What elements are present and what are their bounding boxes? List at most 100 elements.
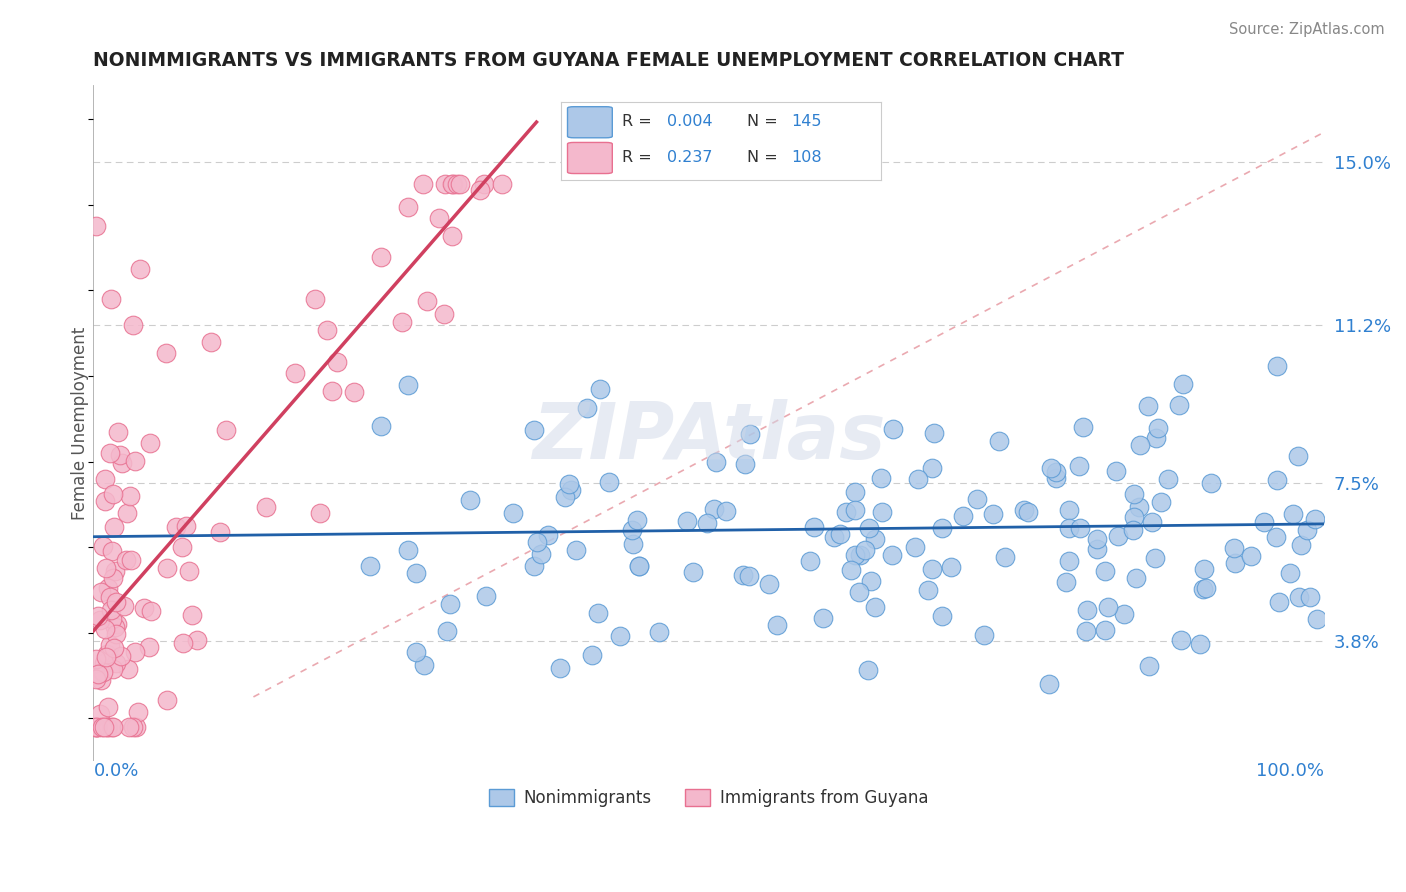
Point [156, 693, 179, 707]
Point [181, 607, 204, 622]
Point [841, 563, 863, 577]
Point [1122, 523, 1144, 537]
Point [621, 537, 644, 551]
Point [97, 581, 120, 595]
Point [94, 472, 117, 486]
Point [124, 645, 146, 659]
Point [326, 355, 349, 369]
Point [941, 560, 963, 574]
Point [321, 384, 343, 399]
Point [433, 307, 456, 321]
Point [586, 606, 609, 620]
Point [132, 601, 155, 615]
Point [101, 662, 124, 676]
Point [98, 639, 121, 653]
Point [304, 292, 326, 306]
Point [1199, 475, 1222, 490]
Point [1156, 472, 1178, 486]
Point [98, 590, 121, 604]
Point [112, 599, 135, 613]
Point [449, 177, 471, 191]
Point [1223, 541, 1246, 555]
Point [598, 475, 620, 489]
Point [548, 661, 571, 675]
Point [1137, 658, 1160, 673]
Point [1040, 461, 1063, 475]
Point [105, 627, 128, 641]
Point [1097, 600, 1119, 615]
Point [1123, 487, 1146, 501]
Point [103, 641, 125, 656]
Point [1038, 677, 1060, 691]
Text: ZIPAtlas: ZIPAtlas [531, 399, 886, 475]
Point [1268, 595, 1291, 609]
Point [1192, 582, 1215, 597]
Point [396, 543, 419, 558]
Point [870, 505, 893, 519]
Point [1057, 554, 1080, 568]
Point [391, 315, 413, 329]
Point [882, 549, 904, 563]
Point [1223, 556, 1246, 570]
Point [849, 548, 872, 562]
Point [1128, 500, 1150, 514]
Point [523, 423, 546, 437]
Point [254, 500, 277, 514]
Point [117, 506, 139, 520]
Point [987, 434, 1010, 449]
Point [101, 487, 124, 501]
Point [576, 401, 599, 415]
Point [931, 609, 953, 624]
Point [609, 628, 631, 642]
Point [523, 559, 546, 574]
Point [107, 425, 129, 440]
Point [475, 590, 498, 604]
Point [973, 627, 995, 641]
Point [436, 624, 458, 638]
Point [1144, 431, 1167, 445]
Point [94, 494, 117, 508]
Point [316, 322, 339, 336]
Point [848, 584, 870, 599]
Point [468, 183, 491, 197]
Point [396, 377, 419, 392]
Point [589, 382, 612, 396]
Point [560, 483, 582, 497]
Point [931, 521, 953, 535]
Point [86, 720, 108, 734]
Point [87, 609, 110, 624]
Point [1291, 538, 1313, 552]
Point [921, 460, 943, 475]
Point [1059, 502, 1081, 516]
Point [1074, 624, 1097, 639]
Point [648, 624, 671, 639]
Point [1168, 398, 1191, 412]
Point [309, 506, 332, 520]
Point [1094, 624, 1116, 638]
Point [101, 720, 124, 734]
Point [165, 520, 187, 534]
Point [981, 507, 1004, 521]
Point [93, 720, 115, 734]
Point [94, 649, 117, 664]
Point [1094, 564, 1116, 578]
Point [863, 599, 886, 614]
Point [1195, 581, 1218, 595]
Point [1076, 603, 1098, 617]
Point [89, 613, 111, 627]
Point [502, 506, 524, 520]
Point [1112, 607, 1135, 622]
Point [917, 582, 939, 597]
Point [1170, 633, 1192, 648]
Point [87, 667, 110, 681]
Point [472, 177, 495, 191]
Point [1281, 507, 1303, 521]
Point [84, 219, 107, 234]
Point [758, 576, 780, 591]
Point [844, 548, 866, 562]
Point [1071, 420, 1094, 434]
Point [200, 334, 222, 349]
Point [124, 454, 146, 468]
Point [84, 720, 107, 734]
Text: Source: ZipAtlas.com: Source: ZipAtlas.com [1229, 22, 1385, 37]
